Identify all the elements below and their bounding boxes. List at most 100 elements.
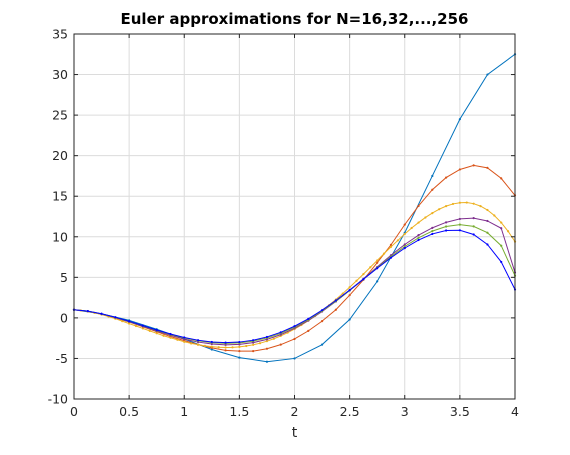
data-point (389, 256, 393, 259)
data-point (293, 337, 296, 341)
y-tick-label: 20 (52, 148, 68, 163)
data-point (265, 360, 269, 363)
y-tick-label: 15 (52, 189, 68, 204)
data-point (265, 335, 269, 339)
y-tick-label: 30 (52, 67, 68, 82)
data-point (252, 339, 255, 342)
x-tick-label: 1.5 (229, 404, 249, 419)
data-point (417, 221, 420, 224)
data-point (458, 229, 461, 232)
data-point (155, 328, 158, 332)
data-point (238, 343, 241, 346)
data-point (169, 336, 172, 339)
data-point (417, 234, 420, 237)
data-point (403, 243, 406, 246)
y-tick-label: 35 (52, 27, 68, 42)
data-point (210, 345, 213, 348)
data-point (458, 118, 461, 121)
x-tick-label: 2 (291, 404, 299, 419)
data-point (196, 339, 200, 342)
data-point (348, 286, 351, 289)
data-point (196, 343, 200, 346)
data-point (472, 202, 475, 205)
data-point (403, 223, 406, 226)
data-point (238, 345, 241, 348)
x-tick-label: 1 (180, 404, 188, 419)
data-point (231, 346, 234, 349)
data-point (252, 343, 255, 346)
data-point (431, 188, 434, 191)
data-point (265, 347, 269, 350)
data-point (500, 177, 503, 180)
data-point (341, 292, 344, 295)
data-point (417, 238, 420, 242)
data-point (238, 356, 241, 359)
data-point (486, 166, 489, 169)
data-point (128, 320, 131, 323)
data-point (128, 322, 131, 325)
data-point (424, 216, 427, 219)
data-point (334, 308, 337, 311)
data-point (362, 272, 365, 276)
data-point (396, 239, 399, 242)
data-point (307, 329, 310, 332)
data-point (438, 208, 441, 211)
data-point (100, 312, 103, 315)
data-point (376, 259, 379, 262)
data-point (307, 317, 310, 320)
data-point (431, 230, 434, 233)
data-point (224, 349, 227, 352)
data-point (486, 243, 489, 246)
data-point (348, 288, 351, 292)
data-point (444, 225, 448, 228)
y-tick-label: 0 (60, 310, 68, 325)
data-point (486, 73, 489, 76)
data-point (376, 280, 379, 283)
data-point (410, 226, 413, 230)
x-tick-label: 0.5 (119, 404, 139, 419)
data-point (389, 245, 393, 249)
data-point (486, 219, 489, 223)
data-point (472, 225, 475, 228)
data-point (458, 201, 461, 204)
data-point (238, 340, 241, 344)
y-tick-label: 5 (60, 270, 68, 285)
y-tick-label: 25 (52, 108, 68, 123)
y-tick-label: 10 (52, 229, 68, 244)
data-point (348, 318, 351, 321)
ticks: 0 0.5 1 1.5 2 2.5 3 3.5 4 -10 -5 0 5 10 15 20 25 30 35 (48, 27, 519, 420)
data-point (376, 261, 379, 264)
data-point (458, 223, 461, 226)
data-point (500, 227, 503, 230)
data-point (389, 243, 393, 246)
data-point (334, 299, 337, 302)
data-point (245, 344, 248, 348)
y-tick-label: -10 (48, 392, 68, 407)
data-point (458, 217, 461, 221)
data-point (320, 309, 324, 312)
data-point (134, 324, 138, 328)
data-point (272, 337, 275, 340)
data-point (217, 346, 220, 349)
data-point (431, 226, 434, 229)
data-point (148, 329, 151, 332)
data-point (417, 204, 420, 208)
data-point (210, 348, 213, 351)
data-point (431, 232, 434, 236)
data-point (500, 260, 503, 264)
data-point (444, 205, 448, 208)
y-tick-label: -5 (56, 351, 68, 366)
data-point (121, 320, 124, 323)
data-point (114, 316, 117, 319)
data-point (472, 217, 475, 220)
data-point (155, 332, 158, 335)
data-point (479, 205, 482, 208)
data-point (169, 332, 172, 336)
data-point (183, 336, 186, 339)
data-point (190, 342, 193, 345)
data-point (451, 202, 455, 206)
data-point (355, 279, 358, 282)
data-point (362, 278, 365, 281)
data-point (224, 341, 227, 344)
